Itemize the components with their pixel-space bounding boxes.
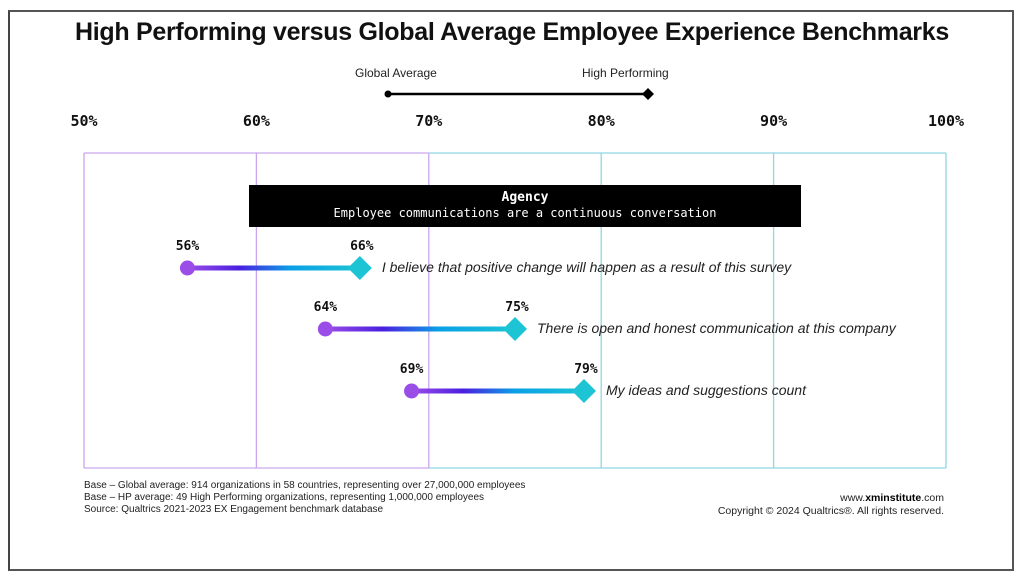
high-performing-value-label: 75% bbox=[505, 300, 529, 315]
footer-note: Source: Qualtrics 2021-2023 EX Engagemen… bbox=[84, 504, 384, 515]
high-performing-value-label: 66% bbox=[350, 239, 374, 254]
x-tick-label: 100% bbox=[927, 112, 965, 130]
x-tick-label: 90% bbox=[760, 112, 788, 130]
x-tick-label: 50% bbox=[70, 112, 98, 130]
high-performing-point bbox=[503, 317, 527, 341]
global-average-value-label: 56% bbox=[175, 239, 200, 254]
section-banner: Agency Employee communications are a con… bbox=[249, 185, 801, 227]
legend-high-performing-label: High Performing bbox=[582, 66, 669, 80]
footer-credits: www.xminstitute.com Copyright © 2024 Qua… bbox=[718, 492, 944, 518]
high-performing-value-label: 79% bbox=[574, 362, 598, 377]
website-link[interactable]: www.xminstitute.com bbox=[840, 492, 944, 504]
legend-global-average-label: Global Average bbox=[355, 66, 437, 80]
statement-label: My ideas and suggestions count bbox=[605, 382, 806, 398]
legend-diamond-icon bbox=[642, 88, 654, 100]
high-performing-point bbox=[571, 379, 596, 403]
footer-note: Base – HP average: 49 High Performing or… bbox=[84, 492, 485, 503]
global-average-point bbox=[404, 383, 420, 399]
footer-notes: Base – Global average: 914 organizations… bbox=[84, 480, 525, 516]
chart-frame bbox=[8, 10, 1014, 571]
high-performing-point bbox=[347, 256, 372, 280]
legend-circle-icon bbox=[384, 90, 392, 98]
global-average-value-label: 69% bbox=[399, 362, 424, 377]
statement-label: There is open and honest communication a… bbox=[537, 320, 896, 336]
section-subtitle: Employee communications are a continuous… bbox=[333, 206, 717, 220]
global-average-point bbox=[317, 321, 333, 337]
copyright: Copyright © 2024 Qualtrics®. All rights … bbox=[717, 505, 944, 517]
footer-note: Base – Global average: 914 organizations… bbox=[84, 480, 526, 491]
chart-title: High Performing versus Global Average Em… bbox=[75, 18, 949, 46]
x-tick-label: 80% bbox=[587, 112, 615, 130]
global-average-value-label: 64% bbox=[313, 300, 338, 315]
x-tick-label: 70% bbox=[415, 112, 443, 130]
section-title: Agency bbox=[501, 190, 549, 205]
x-tick-label: 60% bbox=[242, 112, 270, 130]
statement-label: I believe that positive change will happ… bbox=[381, 259, 792, 275]
global-average-point bbox=[179, 260, 195, 276]
